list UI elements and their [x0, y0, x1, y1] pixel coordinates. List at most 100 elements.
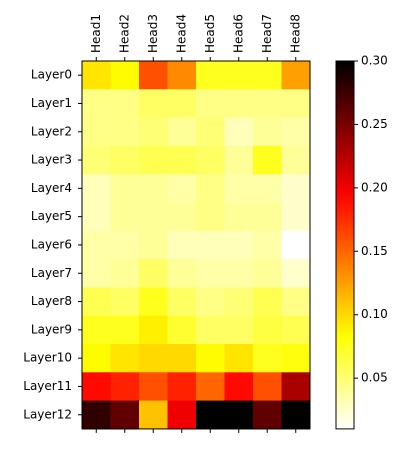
heatmap-cells — [82, 61, 311, 430]
heatmap-cell — [110, 259, 140, 288]
heatmap-cell — [196, 145, 225, 175]
heatmap-cell — [167, 117, 197, 147]
heatmap-cell — [224, 174, 254, 203]
heatmap-cell — [167, 202, 197, 232]
heatmap-cell — [281, 372, 311, 402]
heatmap-cell — [82, 117, 111, 147]
heatmap-cell — [224, 89, 254, 119]
heatmap-cell — [224, 202, 254, 232]
heatmap-cell — [139, 315, 168, 345]
heatmap-cell — [82, 61, 111, 90]
heatmap-cell — [82, 344, 111, 373]
heatmap-cell — [281, 259, 311, 288]
colorbar-tick-label: 0.25 — [361, 117, 388, 131]
heatmap-cell — [110, 315, 140, 345]
colorbar-tick-label: 0.10 — [361, 307, 388, 321]
heatmap-cell — [110, 202, 140, 232]
y-tick-label: Layer6 — [31, 237, 72, 251]
heatmap-cell — [82, 89, 111, 119]
heatmap-cell — [167, 259, 197, 288]
y-tick-label: Layer4 — [31, 181, 72, 195]
heatmap-cell — [196, 61, 225, 90]
heatmap-cell — [82, 372, 111, 402]
heatmap-cell — [224, 400, 254, 430]
heatmap-cell — [196, 344, 225, 373]
heatmap-cell — [253, 61, 282, 90]
colorbar-tick-label: 0.20 — [361, 180, 388, 194]
heatmap-cell — [82, 400, 111, 430]
y-tick-label: Layer10 — [23, 351, 72, 365]
heatmap-cell — [253, 400, 282, 430]
heatmap-cell — [110, 344, 140, 373]
heatmap-cell — [167, 174, 197, 203]
heatmap-cell — [110, 89, 140, 119]
x-tick-label: Head6 — [231, 14, 245, 53]
heatmap-cell — [167, 344, 197, 373]
y-tick-label: Layer3 — [31, 153, 72, 167]
heatmap-cell — [110, 230, 140, 260]
colorbar-tick-label: 0.15 — [361, 244, 388, 258]
heatmap-cell — [82, 287, 111, 317]
heatmap-cell — [82, 230, 111, 260]
heatmap-cell — [196, 89, 225, 119]
heatmap-cell — [253, 117, 282, 147]
heatmap-cell — [110, 400, 140, 430]
heatmap-axes — [78, 57, 311, 433]
heatmap-cell — [110, 372, 140, 402]
heatmap-cell — [224, 230, 254, 260]
colorbar: 0.05 0.10 0.15 0.20 0.25 0.30 — [335, 54, 388, 430]
y-tick-label: Layer5 — [31, 209, 72, 223]
heatmap-cell — [167, 315, 197, 345]
heatmap-cell — [82, 174, 111, 203]
heatmap-cell — [82, 315, 111, 345]
heatmap-cell — [281, 145, 311, 175]
heatmap-cell — [167, 230, 197, 260]
heatmap-cell — [196, 230, 225, 260]
heatmap-cell — [139, 61, 168, 90]
heatmap-cell — [196, 202, 225, 232]
heatmap-cell — [167, 145, 197, 175]
heatmap-cell — [167, 372, 197, 402]
heatmap-cell — [82, 259, 111, 288]
heatmap-cell — [110, 174, 140, 203]
heatmap-cell — [167, 61, 197, 90]
y-tick-label: Layer0 — [31, 68, 72, 82]
colorbar-tick-label: 0.30 — [361, 54, 388, 68]
heatmap-cell — [139, 344, 168, 373]
heatmap-cell — [281, 117, 311, 147]
heatmap-cell — [253, 372, 282, 402]
heatmap-cell — [196, 174, 225, 203]
heatmap-cell — [167, 287, 197, 317]
x-tick-label: Head8 — [288, 14, 302, 53]
heatmap-cell — [253, 202, 282, 232]
colorbar-tick-label: 0.05 — [361, 371, 388, 385]
column-labels: Head1 Head2 Head3 Head4 Head5 Head6 Head7 Head8 — [89, 14, 303, 53]
heatmap-cell — [167, 400, 197, 430]
heatmap-cell — [253, 230, 282, 260]
heatmap-cell — [139, 372, 168, 402]
heatmap-cell — [139, 145, 168, 175]
heatmap-cell — [281, 315, 311, 345]
y-tick-label: Layer1 — [31, 96, 72, 110]
heatmap-cell — [196, 315, 225, 345]
heatmap-cell — [167, 89, 197, 119]
heatmap-cell — [224, 61, 254, 90]
heatmap-cell — [253, 259, 282, 288]
y-tick-label: Layer8 — [31, 294, 72, 308]
x-tick-label: Head5 — [203, 14, 217, 53]
heatmap-cell — [82, 202, 111, 232]
heatmap-cell — [139, 174, 168, 203]
heatmap-cell — [281, 287, 311, 317]
y-tick-label: Layer11 — [23, 379, 72, 393]
heatmap-cell — [281, 344, 311, 373]
heatmap-cell — [224, 117, 254, 147]
heatmap-cell — [224, 315, 254, 345]
heatmap-cell — [110, 287, 140, 317]
heatmap-cell — [281, 89, 311, 119]
heatmap-cell — [139, 202, 168, 232]
heatmap-cell — [253, 315, 282, 345]
heatmap-cell — [196, 287, 225, 317]
heatmap-cell — [253, 145, 282, 175]
row-labels: Layer0 Layer1 Layer2 Layer3 Layer4 Layer5 Laye… — [23, 68, 72, 422]
